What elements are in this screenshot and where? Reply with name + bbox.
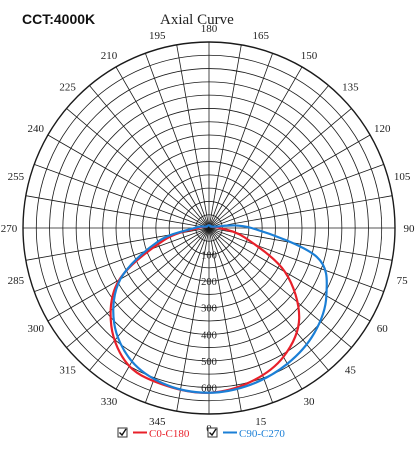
angle-tick-label: 270 [1,223,18,235]
radial-tick-label: 200 [201,277,217,288]
grid-spoke [208,44,242,229]
angle-tick-label: 180 [201,23,218,35]
chart-title: Axial Curve [160,12,234,28]
angle-tick-label: 90 [404,223,416,235]
series-layer [109,224,328,394]
legend-label: C90-C270 [239,428,285,440]
angle-tick-label: 285 [8,275,25,287]
grid-spoke [208,134,371,229]
radial-tick-label: 600 [201,383,217,394]
legend: C0-C180 C90-C270 [117,427,285,440]
angle-tick-label: 165 [253,30,270,42]
angle-tick-label: 75 [397,275,409,287]
angle-tick-label: 135 [342,82,359,94]
angle-tick-label: 300 [28,323,45,335]
check-icon [119,428,127,437]
angle-tick-labels: 0153045607590105120135150165180195210225… [1,23,415,435]
grid-spoke [208,227,384,292]
grid-spoke [208,227,303,390]
angle-tick-label: 255 [8,171,25,183]
angle-tick-label: 60 [377,323,389,335]
radial-tick-label: 300 [201,304,217,315]
grid-spoke [208,227,352,348]
grid-spoke [208,66,303,229]
angle-tick-label: 45 [345,364,357,376]
grid-spoke [176,44,210,229]
grid-spoke [47,134,210,229]
angle-tick-label: 30 [304,396,316,408]
angle-tick-label: 315 [59,364,76,376]
legend-checkbox[interactable] [207,427,218,438]
angle-tick-label: 120 [374,123,391,135]
grid-spoke [115,66,210,229]
grid-spoke [208,108,352,229]
grid-spoke [208,85,329,229]
grid-spoke [208,227,273,403]
angle-tick-label: 240 [28,123,45,135]
grid-spoke [145,227,210,403]
grid-spoke [34,227,210,292]
angle-tick-label: 330 [101,396,118,408]
grid-spoke [89,227,210,371]
grid-spoke [89,85,210,229]
grid-spoke [208,227,329,371]
grid-spoke [34,164,210,229]
angle-tick-label: 345 [149,416,166,428]
grid-spoke [208,227,371,322]
legend-item-c0-c180[interactable]: C0-C180 [117,427,190,440]
series-line-c90-c270 [112,224,328,394]
grid-spoke [25,195,210,229]
angle-tick-label: 150 [301,50,318,62]
angle-tick-label: 195 [149,30,166,42]
grid-spoke [47,227,210,322]
angle-tick-label: 105 [394,171,411,183]
legend-label: C0-C180 [149,428,190,440]
legend-checkbox[interactable] [117,427,128,438]
cct-label: CCT:4000K [22,11,95,27]
radial-tick-label: 500 [201,357,217,368]
angle-tick-label: 210 [101,50,118,62]
grid-spoke [208,53,273,229]
radial-tick-label: 100 [201,251,217,262]
legend-item-c90-c270[interactable]: C90-C270 [207,427,285,440]
check-icon [209,428,217,437]
grid-spoke [208,195,393,229]
angle-tick-label: 225 [59,82,76,94]
grid-spoke [208,227,242,412]
grid-spoke [145,53,210,229]
angle-tick-label: 15 [255,416,267,428]
grid-spoke [176,227,210,412]
grid-spoke [66,108,210,229]
grid-spoke [66,227,210,348]
radial-tick-labels: 100 200 300 400 500 600 [201,251,217,395]
radial-tick-label: 400 [201,330,217,341]
grid-spoke [208,164,384,229]
polar-grid [22,41,396,415]
